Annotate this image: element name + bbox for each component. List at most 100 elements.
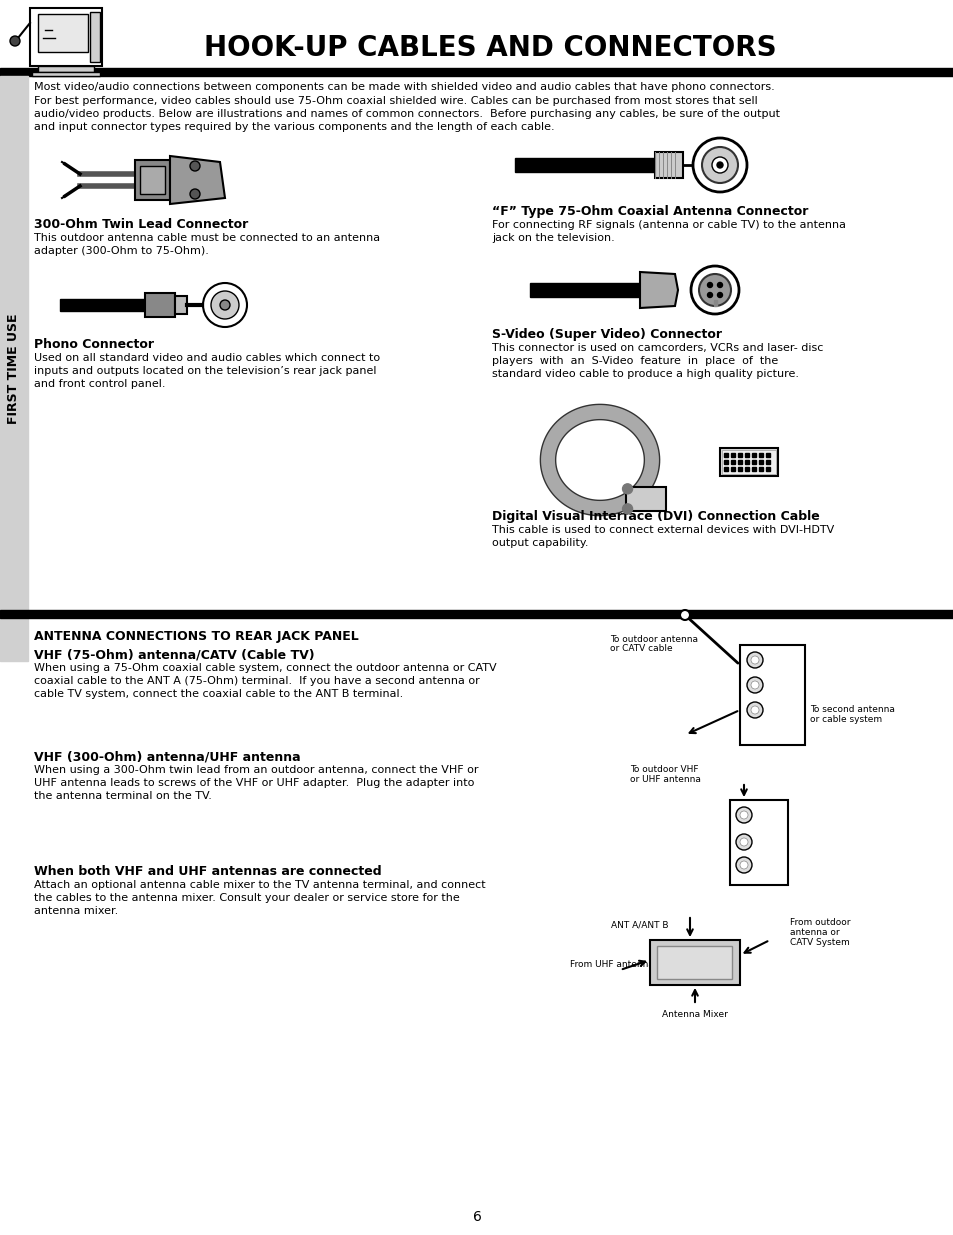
Text: From UHF antenna: From UHF antenna [569,960,653,969]
Bar [751,467,755,471]
Bar [730,453,734,457]
Circle shape [746,701,762,718]
Bar [0,610,953,618]
Bar [145,293,174,317]
Bar [723,453,727,457]
Circle shape [740,811,747,819]
Text: To outdoor antenna: To outdoor antenna [609,635,698,643]
Bar [32,72,100,77]
Text: jack on the television.: jack on the television. [492,233,614,243]
Circle shape [203,283,247,327]
Circle shape [220,300,230,310]
Circle shape [740,839,747,846]
Circle shape [750,680,759,689]
Text: output capability.: output capability. [492,538,588,548]
Bar [713,300,717,306]
Text: 6: 6 [472,1210,481,1224]
Bar [38,65,94,72]
Circle shape [692,138,746,191]
Text: For best performance, video cables should use 75-Ohm coaxial shielded wire. Cabl: For best performance, video cables shoul… [34,95,757,105]
Circle shape [717,293,721,298]
Text: antenna or: antenna or [789,927,839,937]
Circle shape [735,857,751,873]
Bar [729,800,787,885]
Text: the cables to the antenna mixer. Consult your dealer or service store for the: the cables to the antenna mixer. Consult… [34,893,459,903]
Text: ANT A/ANT B: ANT A/ANT B [611,920,668,929]
Bar [721,450,775,474]
Text: Attach an optional antenna cable mixer to the TV antenna terminal, and connect: Attach an optional antenna cable mixer t… [34,881,485,890]
Circle shape [707,283,712,288]
Bar [135,161,170,200]
Circle shape [10,36,20,46]
Bar [38,14,88,52]
Bar [0,77,28,661]
Text: VHF (75-Ohm) antenna/CATV (Cable TV): VHF (75-Ohm) antenna/CATV (Cable TV) [34,648,314,661]
Circle shape [750,706,759,714]
Bar [530,283,639,296]
Bar [655,152,682,178]
Bar [759,453,762,457]
Circle shape [701,147,738,183]
Text: inputs and outputs located on the television’s rear jack panel: inputs and outputs located on the televi… [34,366,376,375]
Circle shape [190,189,200,199]
Bar [90,12,100,62]
Text: FIRST TIME USE: FIRST TIME USE [8,314,20,424]
Text: S-Video (Super Video) Connector: S-Video (Super Video) Connector [492,329,721,341]
Bar [140,165,165,194]
Text: CATV System: CATV System [789,939,849,947]
Circle shape [735,834,751,850]
Circle shape [746,652,762,668]
Bar [730,467,734,471]
Circle shape [707,293,712,298]
Polygon shape [170,156,225,204]
Text: audio/video products. Below are illustrations and names of common connectors.  B: audio/video products. Below are illustra… [34,109,780,119]
Text: coaxial cable to the ANT A (75-Ohm) terminal.  If you have a second antenna or: coaxial cable to the ANT A (75-Ohm) term… [34,676,479,685]
Text: and front control panel.: and front control panel. [34,379,165,389]
Circle shape [699,274,730,306]
Circle shape [679,610,689,620]
Circle shape [735,806,751,823]
Text: UHF antenna leads to screws of the VHF or UHF adapter.  Plug the adapter into: UHF antenna leads to screws of the VHF o… [34,778,474,788]
Bar [649,940,740,986]
Text: or cable system: or cable system [809,715,882,724]
Text: From outdoor: From outdoor [789,918,850,927]
Text: For connecting RF signals (antenna or cable TV) to the antenna: For connecting RF signals (antenna or ca… [492,220,845,230]
Text: adapter (300-Ohm to 75-Ohm).: adapter (300-Ohm to 75-Ohm). [34,246,209,256]
Bar [738,459,741,464]
Circle shape [746,677,762,693]
Bar [0,68,953,77]
Bar [738,453,741,457]
Bar [759,467,762,471]
Text: To second antenna: To second antenna [809,705,894,714]
Bar [723,459,727,464]
Bar [759,459,762,464]
Bar [740,645,804,745]
Text: antenna mixer.: antenna mixer. [34,906,118,916]
Text: HOOK-UP CABLES AND CONNECTORS: HOOK-UP CABLES AND CONNECTORS [204,35,776,62]
Text: players  with  an  S-Video  feature  in  place  of  the: players with an S-Video feature in place… [492,356,778,366]
Bar [765,453,769,457]
Circle shape [740,861,747,869]
Bar [723,467,727,471]
Circle shape [717,162,722,168]
Bar [30,7,102,65]
Text: Used on all standard video and audio cables which connect to: Used on all standard video and audio cab… [34,353,379,363]
Text: Most video/audio connections between components can be made with shielded video : Most video/audio connections between com… [34,82,774,91]
Circle shape [711,157,727,173]
Circle shape [622,504,632,514]
Bar [720,448,778,475]
Bar [765,459,769,464]
Bar [744,453,748,457]
Circle shape [690,266,739,314]
Bar [765,467,769,471]
Text: This connector is used on camcorders, VCRs and laser- disc: This connector is used on camcorders, VC… [492,343,822,353]
Text: Antenna Mixer: Antenna Mixer [661,1010,727,1019]
Circle shape [717,283,721,288]
Text: the antenna terminal on the TV.: the antenna terminal on the TV. [34,790,212,802]
Bar [515,158,655,172]
Text: “F” Type 75-Ohm Coaxial Antenna Connector: “F” Type 75-Ohm Coaxial Antenna Connecto… [492,205,807,219]
Circle shape [190,161,200,170]
Text: or UHF antenna: or UHF antenna [629,776,700,784]
Text: When using a 300-Ohm twin lead from an outdoor antenna, connect the VHF or: When using a 300-Ohm twin lead from an o… [34,764,478,776]
Text: This outdoor antenna cable must be connected to an antenna: This outdoor antenna cable must be conne… [34,233,379,243]
